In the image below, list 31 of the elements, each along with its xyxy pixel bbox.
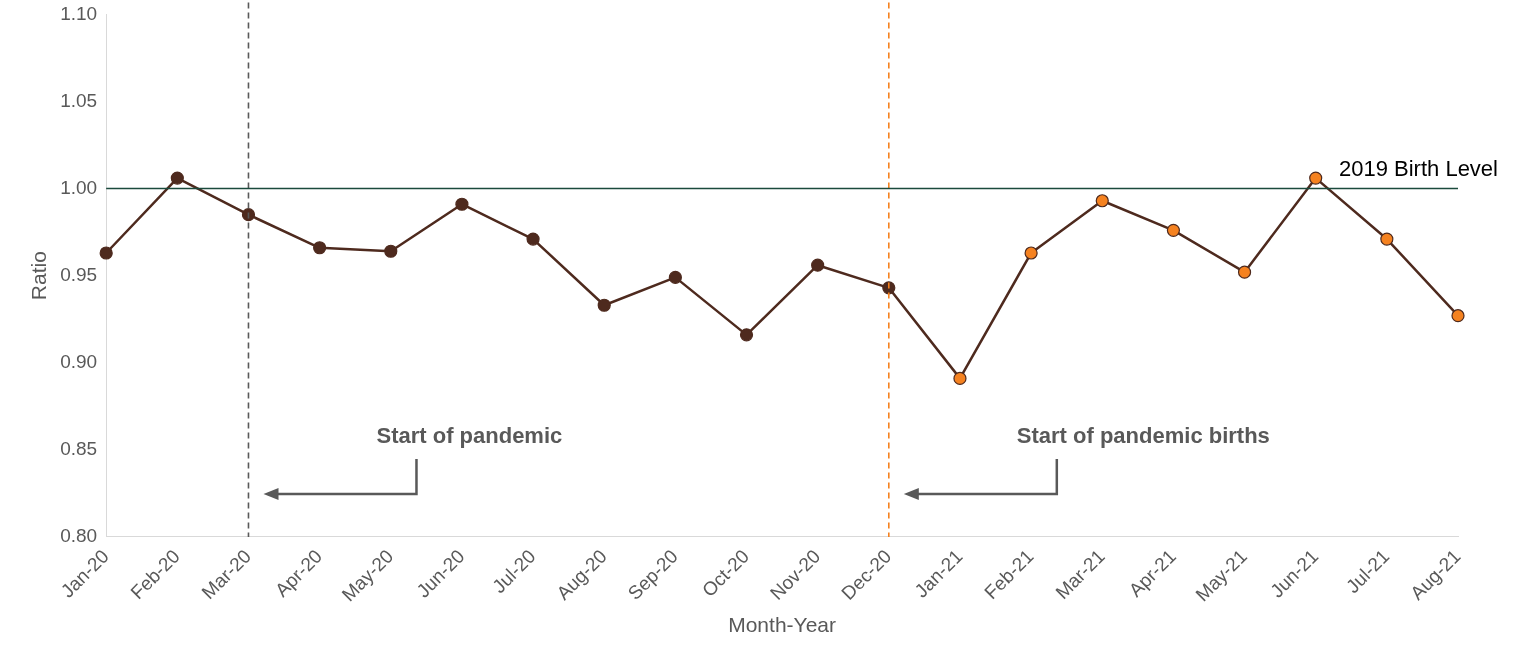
y-tick-label: 0.90 (60, 350, 98, 372)
point (1095, 194, 1109, 208)
point (668, 270, 682, 284)
point (1451, 309, 1465, 323)
point (170, 171, 184, 185)
point (811, 258, 825, 272)
point (1380, 232, 1394, 246)
point (313, 241, 327, 255)
point (99, 246, 113, 260)
point (739, 328, 754, 342)
point (1166, 223, 1181, 237)
point (597, 298, 611, 312)
y-tick-label: 1.05 (60, 89, 98, 111)
x-axis-title: Month-Year (728, 613, 836, 637)
point (1309, 171, 1323, 185)
y-tick-label: 1.10 (60, 2, 98, 24)
point (384, 244, 398, 258)
point (953, 371, 967, 385)
point (241, 208, 256, 222)
point (455, 197, 469, 211)
ref-line-label: 2019 Birth Level (1339, 155, 1498, 181)
y-tick-label: 1.00 (60, 176, 98, 198)
annotation: Start of pandemic births (1016, 422, 1270, 448)
y-tick-label: 0.95 (60, 263, 98, 285)
y-axis-title: Ratio (27, 251, 51, 301)
y-tick-label: 0.85 (60, 438, 98, 460)
point (1024, 246, 1038, 260)
y-tick-label: 0.80 (60, 525, 98, 547)
annotation: Start of pandemic (376, 422, 563, 448)
point (1237, 265, 1252, 279)
point (526, 232, 540, 246)
